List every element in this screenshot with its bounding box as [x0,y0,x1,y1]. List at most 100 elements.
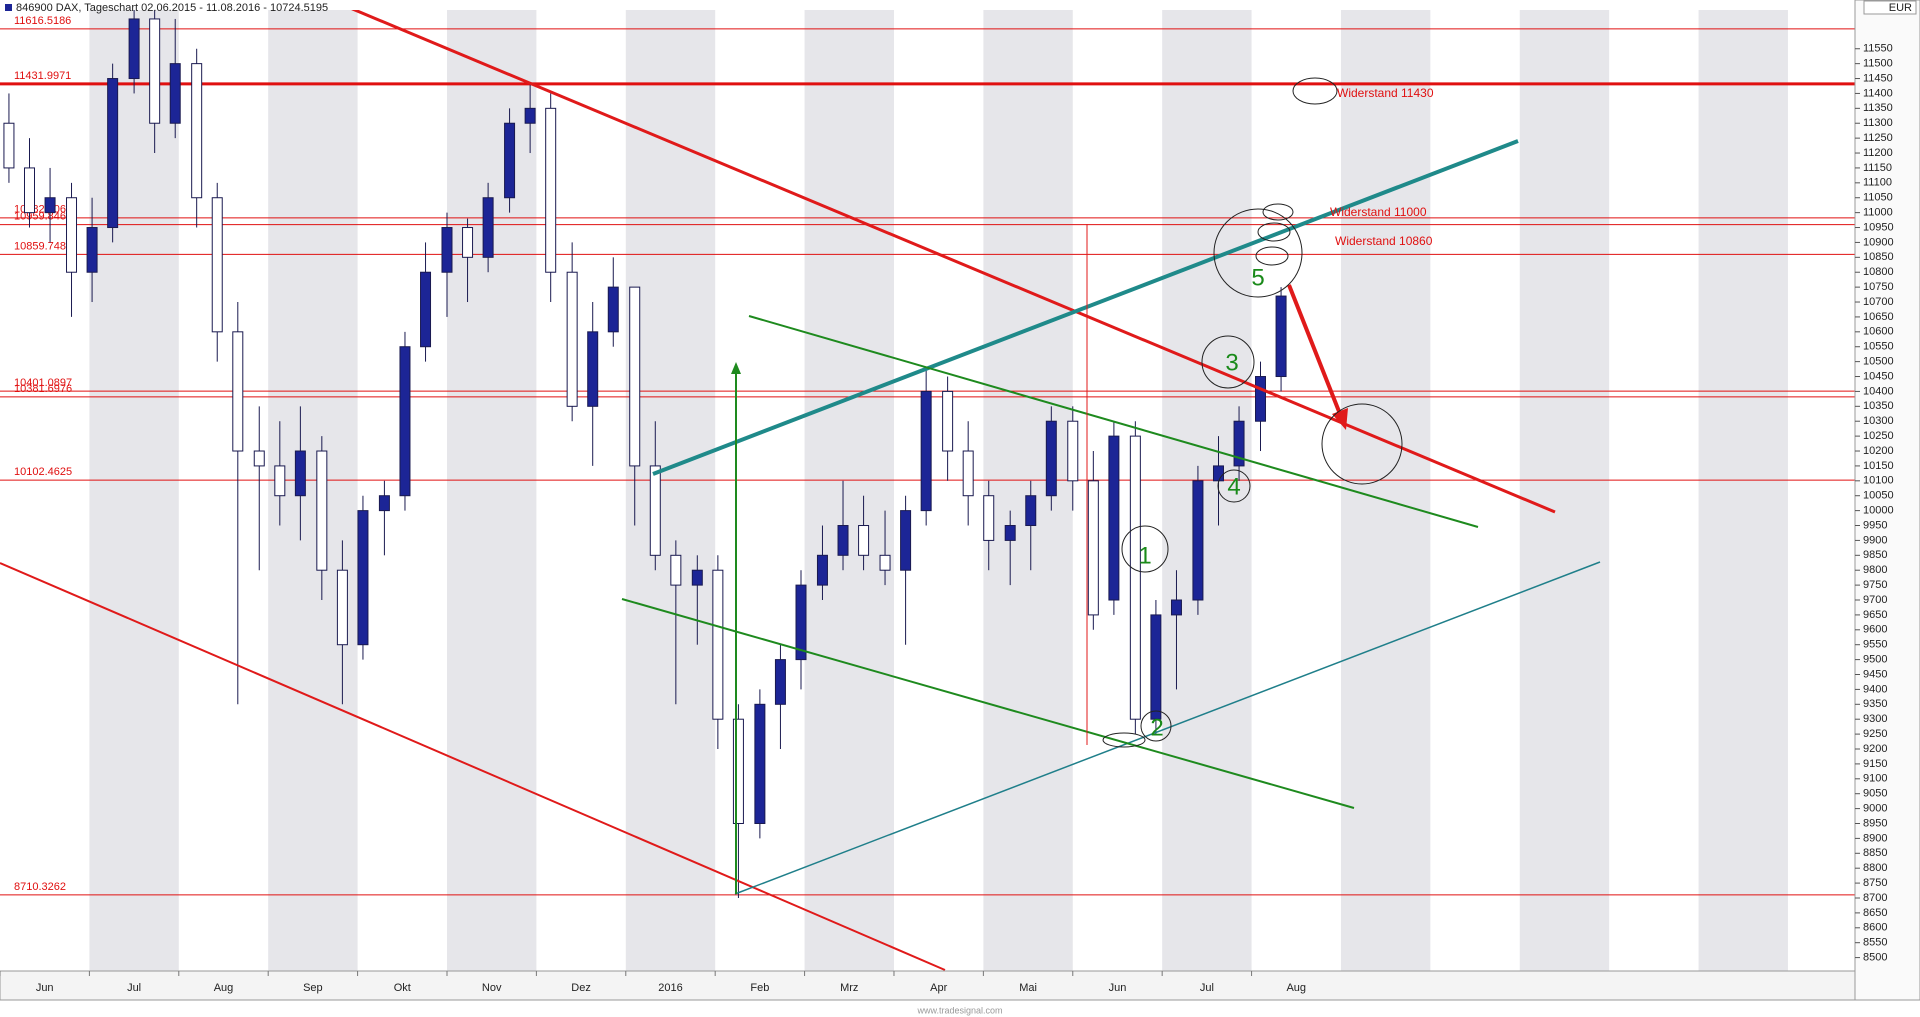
x-tick-label: Sep [303,982,323,994]
candle-body [149,18,161,124]
candle-body [1150,614,1162,720]
y-axis: 8500 8550 8600 8650 8700 8750 8800 8850 8900 8950… [1855,43,1894,963]
y-tick-label: 11250 [1863,132,1893,144]
y-tick-label: 8650 [1863,907,1887,919]
y-tick-label: 9450 [1863,668,1887,680]
candle-body [649,465,661,556]
x-axis-labels: Jun Jul Aug Sep Okt Nov Dez 2016 Feb Mrz Apr Mai Jun… [0,971,1306,994]
month-band [804,10,894,971]
circles [1102,77,1403,748]
candle-body [504,122,516,199]
y-tick-label: 10000 [1863,505,1894,517]
price-line-label: 10381.6976 [14,383,72,395]
candle-body [1233,420,1245,467]
candle-body [816,554,828,586]
candle-body [1025,495,1037,527]
x-axis [0,970,1856,1001]
month-band [625,10,716,971]
price-line-label: 8710.3262 [14,881,66,893]
y-tick-label: 8750 [1863,877,1887,889]
y-tick-label: 10200 [1863,445,1894,457]
y-tick-label: 10100 [1863,475,1894,487]
currency-box [1863,0,1917,15]
wave-label: 1 [1138,542,1151,569]
y-tick-label: 10900 [1863,236,1894,248]
price-axis [1854,0,1920,1001]
candle-body [607,286,619,333]
candle-body [1108,435,1120,601]
x-tick-label: Aug [214,982,234,994]
price-line-label: 10859.748 [14,240,66,252]
y-tick-label: 10950 [1863,221,1894,233]
y-tick-label: 10350 [1863,400,1894,412]
candle-body [754,703,766,824]
y-tick-label: 8550 [1863,937,1887,949]
candle-body [462,227,474,258]
y-tick-label: 10400 [1863,385,1894,397]
candle-body [357,510,369,646]
candle-body [942,390,954,452]
y-tick-label: 8500 [1863,951,1887,963]
x-tick-label: Aug [1286,982,1306,994]
y-tick-label: 8850 [1863,847,1887,859]
x-tick-label: Nov [482,982,502,994]
candle-body [1255,376,1267,422]
candle-body [66,197,78,273]
x-tick-label: Apr [930,982,947,994]
x-tick-label: Dez [571,982,591,994]
y-tick-label: 11450 [1863,72,1893,84]
candle-body [691,569,703,586]
candle-body [1170,599,1182,616]
horizontal-lines: 11616.518611431.997110982.506110959.8462… [0,15,1855,896]
y-tick-label: 9500 [1863,654,1887,666]
y-tick-label: 10450 [1863,370,1894,382]
y-tick-label: 9550 [1863,639,1887,651]
y-tick-label: 9800 [1863,564,1887,576]
month-band [446,10,537,971]
candle-body [1212,465,1224,482]
y-tick-label: 9300 [1863,713,1887,725]
x-tick-label: 2016 [658,982,682,994]
y-tick-label: 11100 [1863,177,1892,189]
x-tick-label: Okt [394,982,411,994]
candle-body [566,271,578,407]
y-tick-label: 9850 [1863,549,1887,561]
y-tick-label: 10150 [1863,460,1894,472]
y-tick-label: 9200 [1863,743,1887,755]
candle-body [441,227,453,273]
candle-body [128,18,140,80]
month-band [1340,10,1431,971]
candle-body [587,331,599,407]
y-tick-label: 9950 [1863,519,1887,531]
candle-body [3,122,15,169]
y-tick-label: 9400 [1863,683,1887,695]
price-line-label: 11616.5186 [14,15,71,27]
x-tick-label: Feb [750,982,769,994]
y-tick-label: 10800 [1863,266,1894,278]
x-tick-label: Mai [1019,982,1037,994]
candle-body [1045,420,1057,497]
credit: www.tradesignal.com [916,1005,1002,1015]
y-tick-label: 10050 [1863,490,1894,502]
candle-body [232,331,244,452]
annotation: Widerstand 10860 [1335,234,1433,248]
candle-body [712,569,724,720]
candle-body [732,718,744,824]
y-tick-label: 11200 [1863,147,1893,159]
y-tick-label: 11500 [1863,58,1893,70]
symbol-marker [5,4,12,11]
candle-body [378,495,390,512]
candle-body [545,107,557,273]
candle-body [107,78,119,229]
y-tick-label: 10600 [1863,326,1894,338]
y-tick-label: 8600 [1863,922,1887,934]
candle-body [24,167,36,214]
y-tick-label: 9250 [1863,728,1887,740]
candle-body [211,197,223,333]
y-tick-label: 11000 [1863,207,1893,219]
y-tick-label: 10850 [1863,251,1894,263]
y-tick-label: 11050 [1863,192,1893,204]
candle-body [524,107,536,124]
y-tick-label: 11350 [1863,102,1893,114]
y-tick-label: 11400 [1863,87,1893,99]
